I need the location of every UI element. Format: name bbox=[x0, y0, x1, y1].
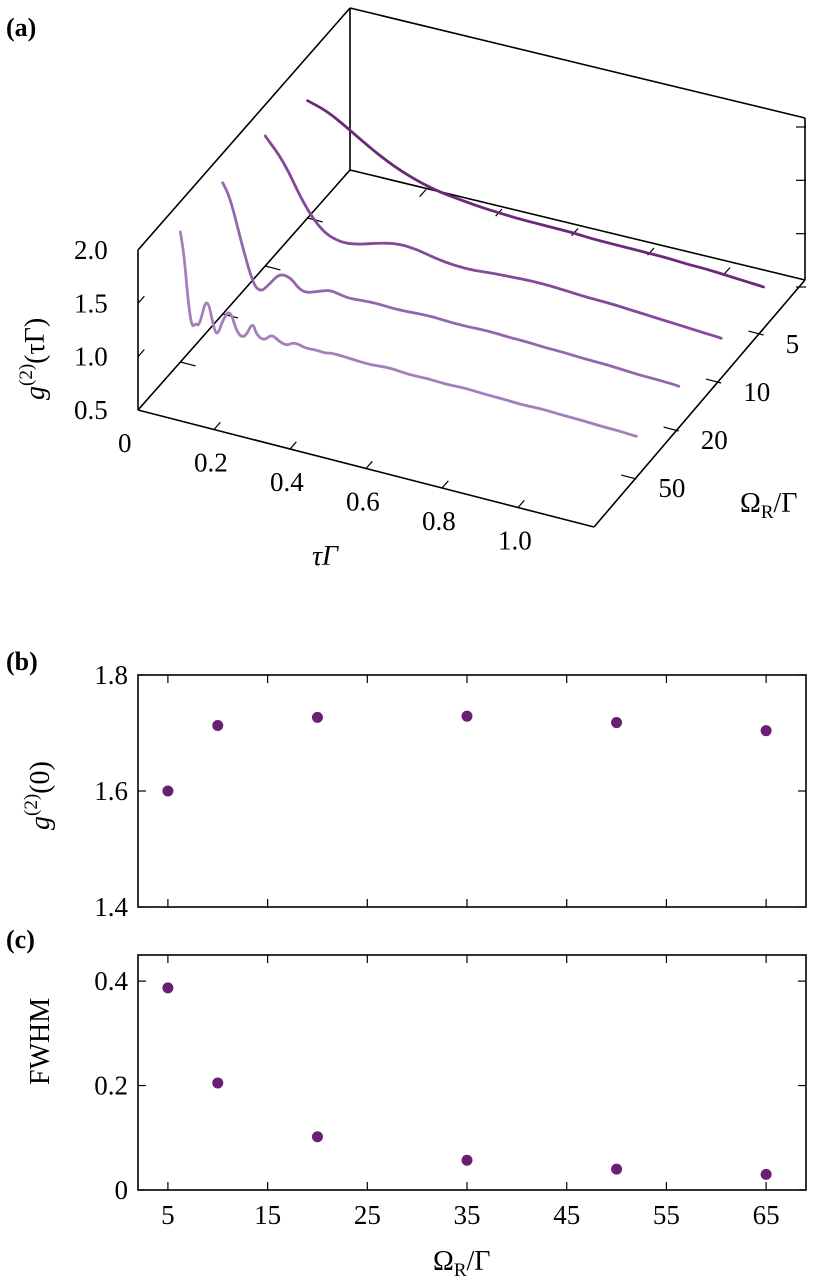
data-point bbox=[461, 1154, 473, 1166]
panel-a-curves bbox=[179, 99, 765, 438]
x-tick-mark bbox=[365, 460, 373, 469]
x-tick-label: 35 bbox=[454, 1200, 481, 1230]
x-tick-mark bbox=[289, 441, 297, 450]
x-tick-label: 0.8 bbox=[422, 506, 456, 536]
x-tick-mark-back bbox=[419, 189, 427, 198]
y-tick-label: 0.2 bbox=[94, 1071, 128, 1101]
panel-b-y-axis-title: g(2)(0) bbox=[21, 761, 56, 830]
panel-c-tick-labels: 5 15 25 35 45 55 65 0 0.2 0.4 bbox=[94, 966, 779, 1230]
x-tick-mark bbox=[213, 421, 221, 430]
y-tick-mark bbox=[621, 474, 637, 480]
x-tick-mark bbox=[441, 480, 449, 489]
panel-c-scatter: (c) 5 15 25 35 45 55 65 0 0.2 0.4 FWHM ΩR/Γ bbox=[6, 925, 807, 1281]
box-edge-floor-back bbox=[349, 169, 806, 281]
y-tick-label: 1.8 bbox=[94, 660, 128, 690]
x-tick-mark-back bbox=[343, 169, 351, 178]
series-line-omega-10 bbox=[263, 134, 723, 340]
panel-a-z-axis-title: g(2)(τΓ) bbox=[16, 318, 51, 400]
panel-a-y-axis-title: ΩR/Γ bbox=[740, 488, 797, 523]
data-point bbox=[461, 710, 473, 722]
series-line-omega-5 bbox=[306, 99, 765, 289]
data-point bbox=[212, 1077, 224, 1089]
panel-b-tick-labels: 1.4 1.6 1.8 bbox=[94, 660, 128, 922]
panel-c-points bbox=[162, 982, 772, 1180]
series-line-omega-20 bbox=[221, 181, 681, 388]
y-tick-label: 0 bbox=[115, 1175, 129, 1205]
series-line-omega-50 bbox=[179, 230, 638, 438]
y-tick-mark bbox=[705, 378, 722, 384]
box-edge-top-left bbox=[137, 7, 351, 251]
panel-a-label: (a) bbox=[6, 13, 36, 42]
y-tick-label: 20 bbox=[701, 425, 728, 455]
z-tick-mark bbox=[137, 242, 145, 251]
box-edge-floor-left bbox=[137, 169, 351, 411]
y-tick-label: 1.6 bbox=[94, 776, 128, 806]
z-tick-label: 1.5 bbox=[74, 288, 108, 318]
data-point bbox=[311, 711, 323, 723]
z-tick-mark bbox=[137, 402, 145, 411]
y-tick-mark-left bbox=[180, 361, 196, 367]
panel-b-scatter: (b) 1.4 1.6 1.8 g(2)(0) bbox=[6, 647, 807, 922]
x-tick-label: 65 bbox=[753, 1200, 780, 1230]
z-tick-label: 1.0 bbox=[74, 342, 108, 372]
y-tick-label: 50 bbox=[658, 473, 685, 503]
x-tick-label: 0 bbox=[118, 428, 132, 458]
data-point bbox=[760, 1168, 772, 1180]
z-tick-mark bbox=[137, 349, 145, 358]
x-tick-label: 0.4 bbox=[270, 467, 304, 497]
box-edge-floor-right bbox=[593, 279, 806, 528]
x-tick-label: 25 bbox=[354, 1200, 381, 1230]
x-tick-label: 1.0 bbox=[498, 526, 532, 556]
y-tick-mark-left bbox=[265, 265, 281, 271]
data-point bbox=[162, 785, 174, 797]
y-tick-label: 0.4 bbox=[94, 966, 128, 996]
panel-b-label: (b) bbox=[6, 647, 38, 676]
panel-c-x-axis-title: ΩR/Γ bbox=[433, 1246, 490, 1281]
data-point bbox=[162, 982, 174, 994]
box-edge-top-back bbox=[349, 7, 806, 119]
z-tick-label: 2.0 bbox=[74, 235, 108, 265]
y-tick-label: 10 bbox=[743, 377, 770, 407]
panel-a-tick-labels: 0 0.2 0.4 0.6 0.8 1.0 0.5 1.0 1.5 2.0 5 10 20 50 bbox=[74, 235, 799, 556]
panel-b-points bbox=[162, 710, 772, 797]
data-point bbox=[760, 725, 772, 737]
z-tick-label: 0.5 bbox=[74, 395, 108, 425]
x-tick-label: 0.6 bbox=[346, 487, 380, 517]
data-point bbox=[212, 719, 224, 731]
y-tick-mark bbox=[663, 426, 679, 432]
panel-c-ticks bbox=[138, 955, 806, 1191]
z-tick-mark bbox=[137, 295, 145, 304]
y-tick-label: 1.4 bbox=[94, 892, 128, 922]
data-point bbox=[611, 1163, 623, 1175]
panel-a-3d-plot: (a) 00.20.40.60.81.00.51.01.52.05102050 … bbox=[6, 7, 806, 572]
x-tick-label: 55 bbox=[653, 1200, 680, 1230]
x-tick-label: 15 bbox=[254, 1200, 281, 1230]
x-tick-label: 5 bbox=[161, 1200, 175, 1230]
y-tick-mark bbox=[748, 330, 764, 336]
panel-b-frame bbox=[137, 674, 807, 908]
y-tick-label: 5 bbox=[786, 329, 800, 359]
panel-b-ticks bbox=[138, 674, 806, 908]
x-tick-label: 45 bbox=[553, 1200, 580, 1230]
data-point bbox=[311, 1131, 323, 1143]
x-tick-mark bbox=[517, 499, 525, 508]
panel-c-y-axis-title: FWHM bbox=[25, 998, 56, 1085]
data-point bbox=[611, 717, 623, 729]
panel-a-x-axis-title: τΓ bbox=[312, 541, 339, 572]
panel-c-label: (c) bbox=[6, 925, 35, 954]
x-tick-label: 0.2 bbox=[194, 448, 228, 478]
panel-c-frame bbox=[137, 954, 807, 1191]
